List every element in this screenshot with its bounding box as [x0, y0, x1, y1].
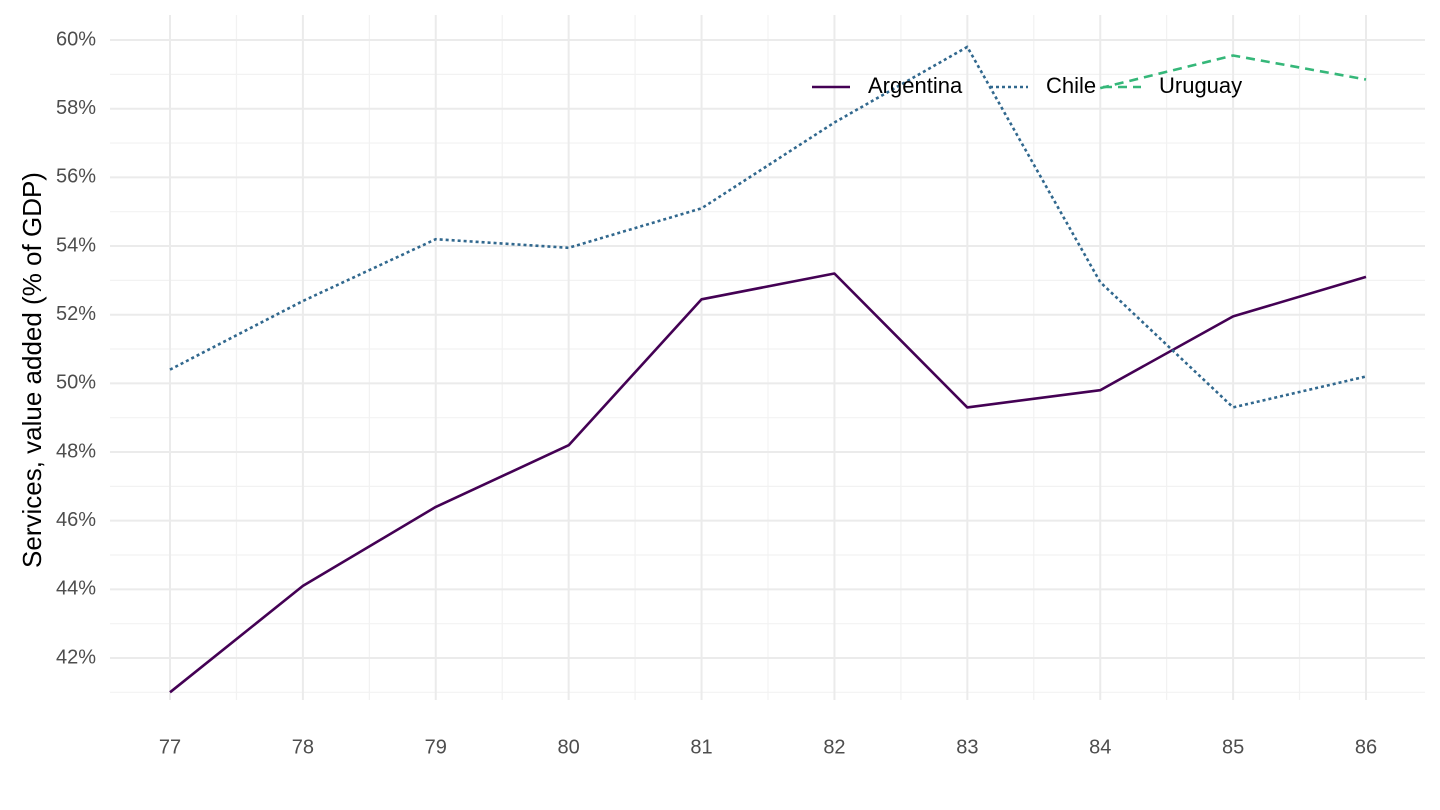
minor-gridlines — [110, 15, 1425, 700]
x-tick-label: 78 — [292, 736, 314, 758]
x-tick-label: 81 — [690, 736, 712, 758]
x-tick-label: 84 — [1089, 736, 1111, 758]
y-tick-label: 56% — [56, 166, 96, 188]
series-lines — [169, 45, 1367, 694]
x-tick-label: 77 — [159, 736, 181, 758]
y-tick-label: 58% — [56, 97, 96, 119]
y-tick-label: 50% — [56, 372, 96, 394]
y-tick-label: 44% — [56, 578, 96, 600]
y-tick-label: 42% — [56, 646, 96, 668]
legend: Argentina Chile Uruguay — [812, 73, 1242, 98]
series-line-uruguay — [1099, 54, 1367, 90]
x-tick-label: 79 — [425, 736, 447, 758]
legend-label-uruguay: Uruguay — [1159, 73, 1242, 98]
y-axis-tick-labels: 42% 44% 46% 48% 50% 52% 54% 56% 58% 60% — [56, 28, 96, 668]
y-tick-label: 46% — [56, 509, 96, 531]
x-tick-label: 82 — [823, 736, 845, 758]
x-tick-label: 80 — [558, 736, 580, 758]
x-tick-label: 83 — [956, 736, 978, 758]
x-tick-label: 85 — [1222, 736, 1244, 758]
series-line-argentina — [169, 272, 1367, 694]
legend-label-chile: Chile — [1046, 73, 1096, 98]
x-tick-label: 86 — [1355, 736, 1377, 758]
y-tick-label: 60% — [56, 28, 96, 50]
y-tick-label: 48% — [56, 440, 96, 462]
series-line-chile — [169, 45, 1367, 409]
y-tick-label: 52% — [56, 303, 96, 325]
y-tick-label: 54% — [56, 234, 96, 256]
legend-label-argentina: Argentina — [868, 73, 963, 98]
x-axis-tick-labels: 77 78 79 80 81 82 83 84 85 86 — [159, 736, 1377, 758]
y-axis-title: Services, value added (% of GDP) — [17, 172, 47, 568]
major-gridlines — [110, 15, 1425, 700]
